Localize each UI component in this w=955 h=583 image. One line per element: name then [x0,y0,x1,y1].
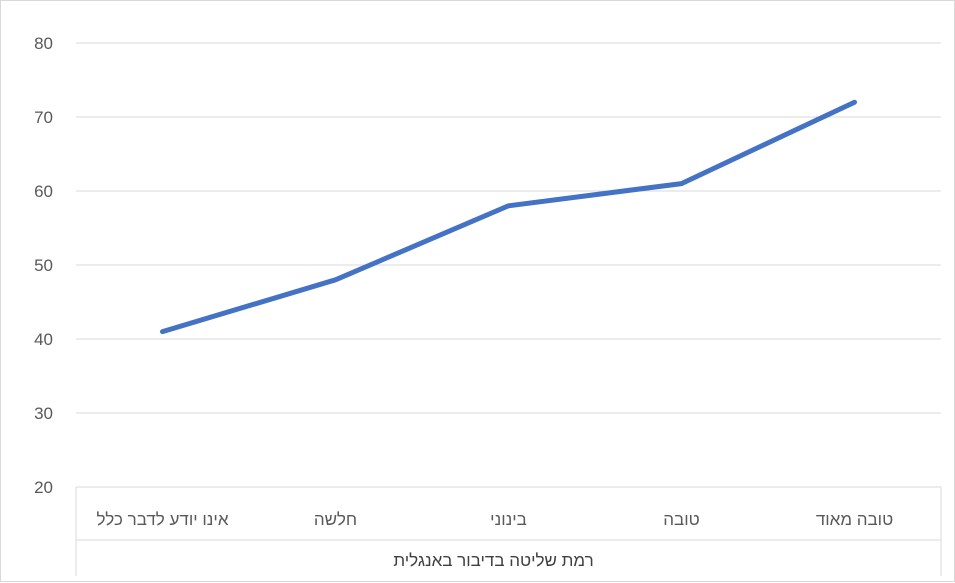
x-tick-label: בינוני [490,510,527,529]
series-line [163,102,855,331]
x-tick-label: אינו יודע לדבר כלל [96,510,228,529]
y-tick-label: 80 [34,34,53,53]
y-tick-label: 30 [34,404,53,423]
x-tick-label: חלשה [314,510,357,529]
y-tick-label: 20 [34,478,53,497]
y-tick-label: 70 [34,108,53,127]
y-tick-label: 40 [34,330,53,349]
x-axis-title: רמת שליטה בדיבור באנגלית [393,551,593,570]
series [162,102,854,331]
gridlines [76,43,941,413]
y-tick-labels: 20 30 40 50 60 70 80 [34,34,53,497]
y-tick-label: 50 [34,256,53,275]
x-tick-labels: אינו יודע לדבר כלל חלשה בינוני טובה טובה מאו… [96,510,893,529]
y-tick-label: 60 [34,182,53,201]
x-tick-label: טובה [663,510,699,529]
x-tick-label: טובה מאוד [816,510,893,529]
